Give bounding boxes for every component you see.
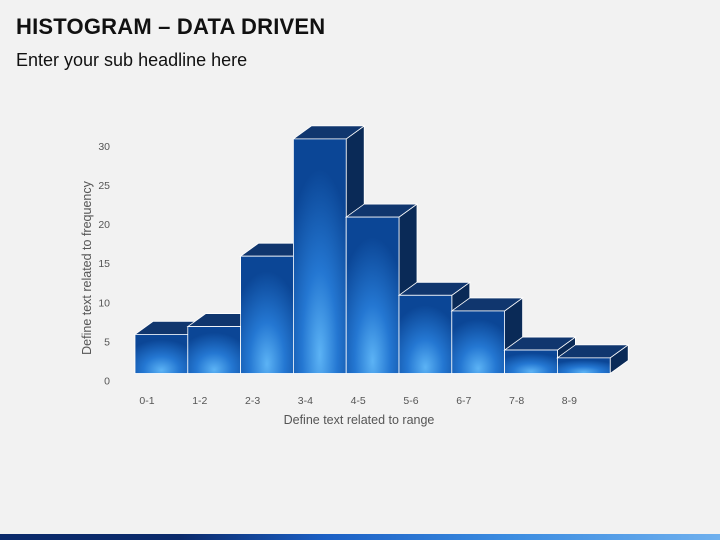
bar-front-face [451,310,505,374]
y-tick-label: 20 [98,219,110,231]
x-tick-label: 4-5 [351,395,366,407]
histogram-bar [556,344,630,375]
y-tick-label: 25 [98,180,110,192]
y-tick-label: 5 [104,336,110,348]
x-tick-label: 3-4 [298,395,313,407]
x-tick-label: 8-9 [562,395,577,407]
x-axis-label: Define text related to range [284,413,435,427]
bar-group [133,125,630,375]
bar-front-face [345,216,400,374]
x-tick-label: 6-7 [456,395,471,407]
x-axis: 0-1 1-2 2-3 3-4 4-5 5-6 6-7 7-8 8-9 [139,395,577,407]
y-axis: 0 5 10 15 20 25 30 [98,141,110,388]
bar-front-face [398,294,453,374]
x-tick-label: 2-3 [245,395,260,407]
bar-front-face [292,138,347,374]
x-tick-label: 1-2 [192,395,207,407]
x-tick-label: 0-1 [139,395,154,407]
y-tick-label: 0 [104,376,110,388]
y-tick-label: 15 [98,258,110,270]
bar-front-face [187,326,242,374]
x-tick-label: 7-8 [509,395,524,407]
bar-front-face [240,255,294,374]
y-axis-label: Define text related to frequency [80,180,94,354]
y-tick-label: 10 [98,297,110,309]
bar-front-face [504,349,558,374]
slide-subtitle: Enter your sub headline here [16,50,248,70]
bar-front-face [557,357,611,374]
footer-accent-bar [0,534,720,540]
y-tick-label: 30 [98,141,110,153]
bar-front-face [134,333,189,374]
slide-title: HISTOGRAM – DATA DRIVEN [16,14,326,39]
x-tick-label: 5-6 [403,395,418,407]
